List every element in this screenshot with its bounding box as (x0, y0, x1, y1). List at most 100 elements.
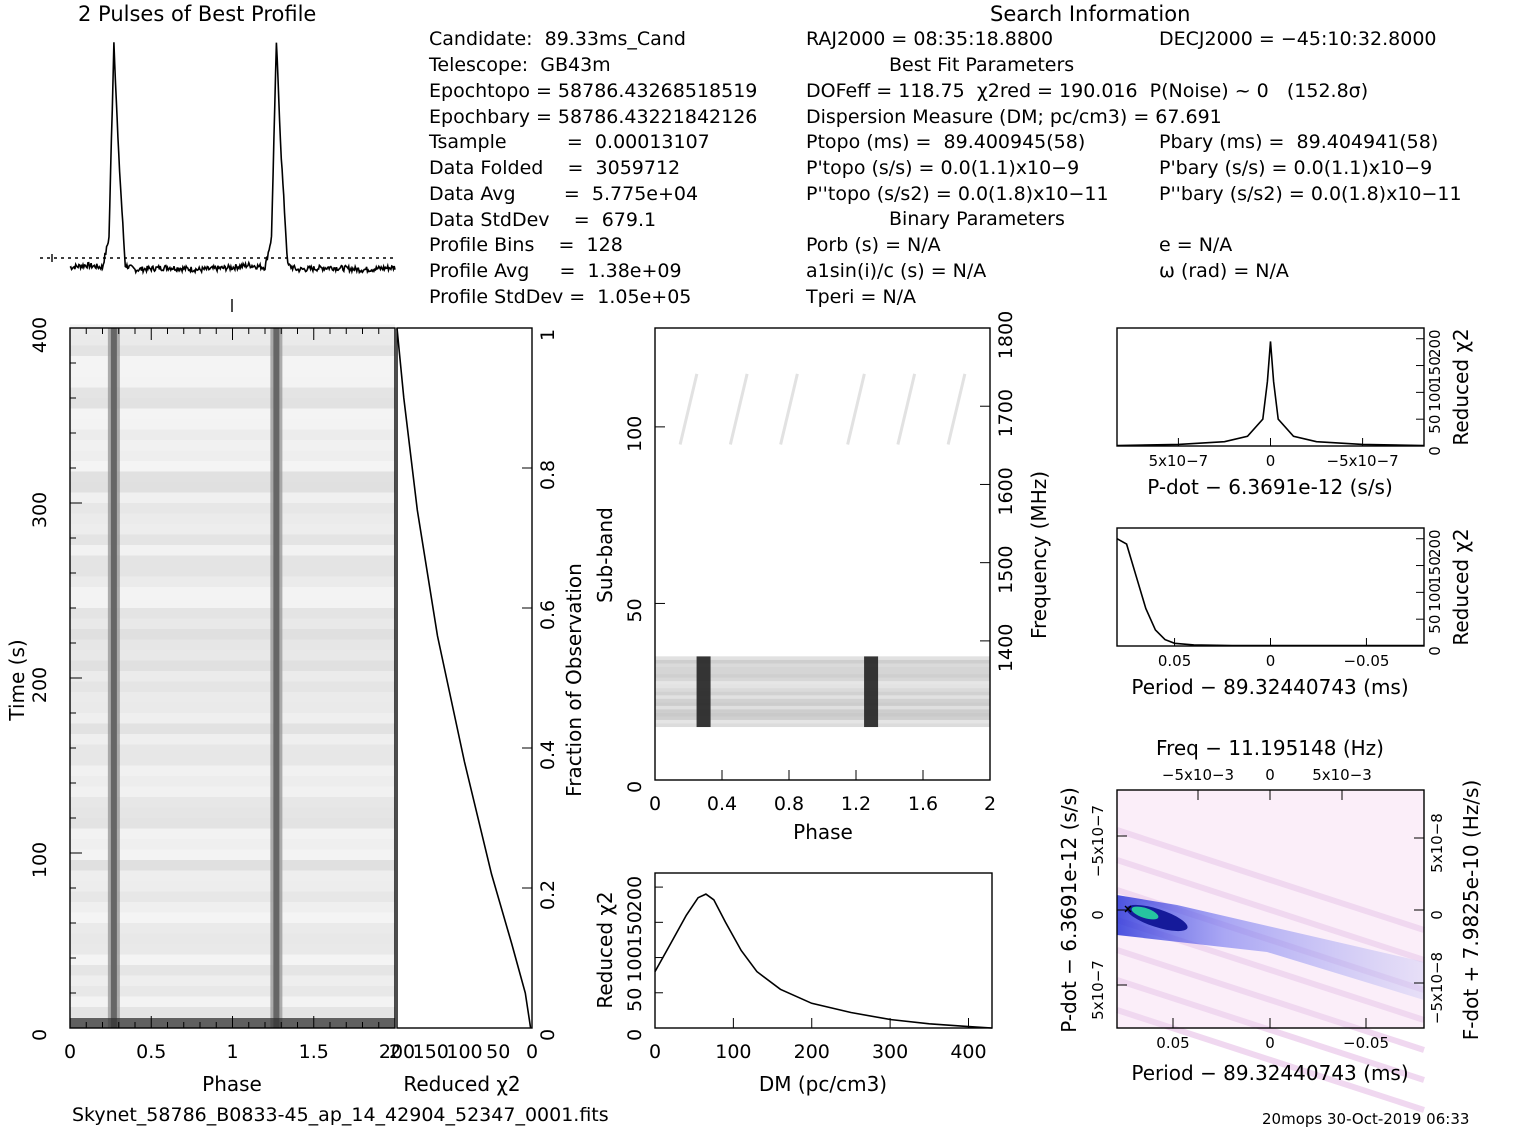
time-phase-grain-row (70, 597, 395, 608)
subband-pulse-2 (864, 656, 879, 728)
time-phase-grain-row (70, 450, 395, 461)
subband-phase-tick-label: 0 (649, 793, 661, 815)
ppdot-title: Freq − 11.195148 (Hz) (1156, 736, 1384, 760)
profile-avg-line: Profile Avg = 1.38e+09 (429, 260, 682, 282)
subband-grain-row (655, 712, 990, 717)
time-phase-grain-row (70, 566, 395, 577)
time-phase-grain-row (70, 744, 395, 755)
subband-tick-label: 100 (624, 416, 646, 452)
pdot-xtick-label: 5x10−7 (1149, 452, 1209, 470)
pdot-panel-ytick-label: 150 (1426, 356, 1444, 385)
time-phase-grain-row (70, 377, 395, 388)
data-stddev-line: Data StdDev = 679.1 (429, 209, 657, 231)
data-avg-line: Data Avg = 5.775e+04 (429, 183, 699, 205)
ppdot-ytick-label: 0 (1089, 910, 1107, 920)
time-tick-label: 400 (29, 317, 51, 353)
subband-phase-tick-label: 2 (984, 793, 996, 815)
time-phase-grain-row (70, 608, 395, 619)
subband-grain-row (655, 691, 990, 696)
time-phase-grain-row (70, 576, 395, 587)
subband-grain-row (655, 670, 990, 675)
chi-frac-xlabel: Reduced χ2 (403, 1072, 520, 1096)
ppdot-xtick-label: 0 (1265, 1034, 1275, 1052)
time-phase-grain-row (70, 755, 395, 766)
ppdot-xtick-label: 0.05 (1156, 1034, 1189, 1052)
subband-phase-tick-label: 0.4 (707, 793, 737, 815)
time-phase-grain-row (70, 818, 395, 829)
time-phase-grain-row (70, 545, 395, 556)
frac-tick-label: 0.4 (537, 740, 559, 770)
pddot-bary-line: P''bary (s/s2) = 0.0(1.8)x10−11 (1159, 183, 1462, 205)
binary-title: Binary Parameters (889, 208, 1065, 230)
subband-grain-row (655, 702, 990, 706)
pulse-track-core-2 (273, 328, 280, 1028)
period-xtick-label: −0.05 (1343, 652, 1389, 670)
time-tick-label: 100 (29, 842, 51, 878)
time-phase-grain-row (70, 534, 395, 545)
chi-tick-label: 0 (526, 1041, 538, 1063)
time-tick-label: 300 (29, 492, 51, 528)
phase-tick-label: 0.5 (136, 1041, 166, 1063)
dm-frame (654, 872, 993, 1029)
chi-tick-label: 50 (486, 1041, 510, 1063)
ra-line: RAJ2000 = 08:35:18.8800 (806, 28, 1054, 50)
omega-line: ω (rad) = N/A (1159, 260, 1289, 282)
time-phase-grain-row (70, 986, 395, 997)
period-panel-ytick-label: 150 (1426, 556, 1444, 585)
dm-chi-series-line (654, 893, 993, 1029)
subband-ghost-3 (779, 373, 799, 445)
time-phase-grain-row (70, 996, 395, 1007)
frac-tick-label: 1 (537, 329, 559, 341)
time-phase-grain-row (70, 870, 395, 881)
ppdot-ridge-2 (1116, 857, 1425, 963)
period-panel-ytick-label: 100 (1426, 583, 1444, 612)
best-fit-title: Best Fit Parameters (889, 54, 1075, 76)
time-phase-ylabel: Time (s) (5, 639, 29, 721)
time-phase-grain-row (70, 335, 395, 346)
ppdot-peak-hot (1131, 906, 1159, 920)
time-phase-grain-row (70, 723, 395, 734)
time-phase-grain-row (70, 765, 395, 776)
p-bary-line: Pbary (ms) = 89.404941(58) (1159, 131, 1439, 153)
ppdot-ridge-5 (1116, 947, 1425, 1053)
period-panel-ytick-label: 200 (1426, 529, 1444, 558)
ppdot-ylabel: P-dot − 6.3691e-12 (s/s) (1057, 787, 1081, 1033)
time-phase-grain-row (70, 345, 395, 356)
time-phase-grain-row (70, 398, 395, 409)
asini-line: a1sin(i)/c (s) = N/A (806, 260, 987, 282)
phase-tick-label: 0 (64, 1041, 76, 1063)
freq-ylabel: Frequency (MHz) (1027, 471, 1051, 639)
pdot-panel-ytick-label: 50 (1426, 415, 1444, 434)
subband-grain-row (655, 716, 990, 720)
time-phase-grain-row (70, 587, 395, 598)
time-phase-grain-row (70, 923, 395, 934)
subband-ghost-5 (896, 373, 917, 445)
time-phase-grain-row (70, 839, 395, 850)
period-panel-series-line (1116, 538, 1424, 647)
pdot-panel-xlabel: P-dot − 6.3691e-12 (s/s) (1147, 475, 1393, 499)
frac-tick-label: 0.8 (537, 460, 559, 490)
dm-tick-label: 400 (950, 1041, 986, 1063)
freq-tick-label: 1700 (995, 389, 1017, 437)
time-phase-grain-row (70, 492, 395, 503)
subband-phase-tick-label: 0.8 (774, 793, 804, 815)
chi-frac-frame (396, 327, 533, 1029)
subband-ylabel: Sub-band (593, 507, 617, 603)
time-phase-grain-row (70, 681, 395, 692)
freq-tick-label: 1800 (995, 311, 1017, 359)
time-phase-grain-row (70, 786, 395, 797)
subband-grain-row (655, 705, 990, 710)
subband-grain-row (655, 688, 990, 692)
time-phase-grain-row (70, 849, 395, 860)
pdot-xtick-label: −5x10−7 (1327, 452, 1399, 470)
period-xtick-label: 0 (1266, 652, 1276, 670)
tperi-line: Tperi = N/A (806, 286, 917, 308)
period-panel-ylabel: Reduced χ2 (1449, 528, 1473, 645)
time-phase-grain-row (70, 702, 395, 713)
period-panel-ytick-label: 0 (1426, 646, 1444, 656)
pdot-panel-ytick-label: 200 (1426, 329, 1444, 358)
subband-grain-row (655, 663, 990, 667)
period-panel-frame (1116, 527, 1425, 647)
